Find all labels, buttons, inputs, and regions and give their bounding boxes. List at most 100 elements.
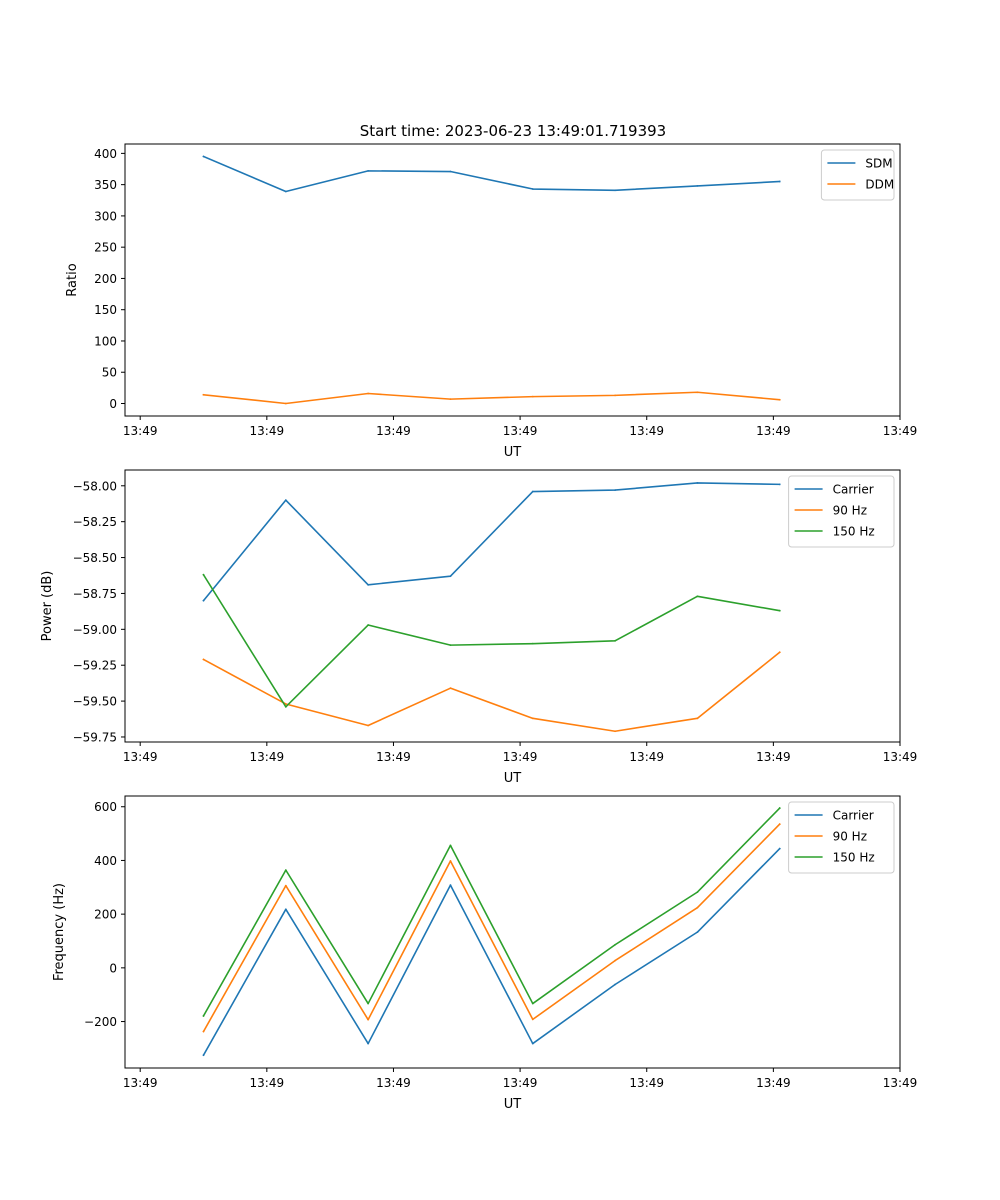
power-series-90-hz-point <box>202 658 205 661</box>
frequency-series-150-hz-point <box>202 1015 205 1017</box>
power-series-150-hz-point <box>614 639 616 642</box>
ratio-series-sdm-point <box>449 170 452 173</box>
frequency-series-carrier-point <box>202 1054 205 1057</box>
frequency-series-150-hz-point <box>778 807 781 809</box>
frequency-series-90-hz-point <box>202 1030 205 1033</box>
ratio-x-tick-label: 13:49 <box>376 424 411 438</box>
frequency-series-150-hz-point <box>284 869 287 872</box>
frequency-series-150-hz-point <box>614 943 616 946</box>
power-series-90-hz-point <box>696 717 699 720</box>
ratio-series-ddm-point <box>449 398 452 401</box>
ratio-series-ddm-point <box>202 393 205 396</box>
ratio-x-axis-label: UT <box>504 445 522 460</box>
ratio-y-tick-label: 200 <box>94 272 117 286</box>
ratio-x-tick-label: 13:49 <box>629 424 664 438</box>
power-series-carrier-line <box>202 482 781 602</box>
ratio-series-sdm-point <box>202 155 205 158</box>
power-series-carrier-point <box>449 575 452 578</box>
power-y-tick-label: −58.00 <box>73 479 117 493</box>
frequency-y-tick-label: 600 <box>94 800 117 814</box>
frequency-series-150-hz-line <box>202 806 781 1017</box>
power-series-90-hz-point <box>778 651 781 654</box>
ratio-y-tick-label: 300 <box>94 209 117 223</box>
frequency-x-tick-label: 13:49 <box>756 1076 791 1090</box>
frequency-x-tick-label: 13:49 <box>503 1076 538 1090</box>
frequency-y-tick-label: 0 <box>109 961 117 975</box>
power-legend-label-150-hz: 150 Hz <box>833 525 875 539</box>
power-x-tick-label: 13:49 <box>883 750 918 764</box>
power-x-tick-label: 13:49 <box>756 750 791 764</box>
frequency-series-150-hz-point <box>696 891 699 894</box>
ratio-legend-label-ddm: DDM <box>865 178 894 192</box>
frequency-legend-label-90-hz: 90 Hz <box>833 830 867 844</box>
ratio-y-tick-label: 0 <box>109 397 117 411</box>
power-y-tick-label: −58.75 <box>73 587 117 601</box>
ratio-series-ddm-point <box>284 402 287 405</box>
frequency-series-90-hz-point <box>449 860 452 862</box>
frequency-series-carrier-point <box>449 884 452 887</box>
power-series-150-hz-point <box>367 624 370 626</box>
power-x-axis-label: UT <box>504 771 522 786</box>
frequency-series-90-hz-point <box>696 906 699 909</box>
frequency-series-90-hz-point <box>367 1018 370 1021</box>
frequency-x-axis-label: UT <box>504 1097 522 1112</box>
frequency-series-90-hz-point <box>531 1018 534 1021</box>
frequency-panel: 13:4913:4913:4913:4913:4913:4913:4913:50… <box>52 795 918 1112</box>
frequency-x-tick-label: 13:49 <box>123 1076 158 1090</box>
ratio-series-ddm-point <box>367 392 370 395</box>
frequency-series-carrier-point <box>531 1042 534 1045</box>
frequency-y-tick-label: 200 <box>94 908 117 922</box>
power-y-tick-label: −59.25 <box>73 659 117 673</box>
power-axes-frame <box>124 469 901 743</box>
ratio-y-tick-label: 350 <box>94 178 117 192</box>
power-series-carrier-point <box>531 490 534 493</box>
power-series-150-hz-point <box>778 609 781 612</box>
frequency-y-tick-label: 400 <box>94 854 117 868</box>
ratio-y-tick-label: 250 <box>94 241 117 255</box>
frequency-series-90-hz-point <box>614 959 616 962</box>
ratio-x-tick-label: 13:49 <box>756 424 791 438</box>
frequency-y-axis-label: Frequency (Hz) <box>52 883 67 981</box>
ratio-series-ddm-point <box>531 395 534 398</box>
power-series-90-hz-point <box>614 730 616 733</box>
power-series-150-hz-point <box>531 642 534 645</box>
power-series-150-hz-point <box>284 705 287 708</box>
power-x-tick-label: 13:49 <box>250 750 285 764</box>
frequency-series-150-hz-point <box>531 1002 534 1005</box>
power-legend: Carrier 90 Hz 150 Hz <box>788 475 895 548</box>
ratio-y-tick-label: 150 <box>94 303 117 317</box>
ratio-series-sdm-point <box>284 190 287 193</box>
power-series-90-hz-point <box>531 717 534 720</box>
power-y-tick-label: −59.00 <box>73 623 117 637</box>
frequency-x-tick-label: 13:49 <box>376 1076 411 1090</box>
ratio-x-tick-label: 13:49 <box>883 424 918 438</box>
ratio-series-ddm-point <box>778 398 781 401</box>
frequency-series-carrier-point <box>367 1042 370 1045</box>
ratio-series-sdm-point <box>778 180 781 183</box>
ratio-axes-frame <box>124 143 901 417</box>
ratio-y-tick-label: 100 <box>94 334 117 348</box>
power-series-carrier-point <box>614 489 616 491</box>
frequency-series-90-hz-point <box>284 884 287 887</box>
power-y-tick-label: −58.25 <box>73 515 117 529</box>
frequency-x-tick-label: 13:49 <box>250 1076 285 1090</box>
power-panel: 13:4913:4913:4913:4913:4913:4913:4913:50… <box>40 469 918 786</box>
ratio-x-tick-label: 13:49 <box>503 424 538 438</box>
power-series-150-hz-point <box>449 644 452 647</box>
frequency-series-carrier-point <box>696 931 699 934</box>
frequency-series-carrier-point <box>284 908 287 911</box>
ratio-legend-label-sdm: SDM <box>865 157 892 171</box>
power-series-150-hz-point <box>202 573 205 576</box>
ratio-series-sdm-point <box>531 188 534 190</box>
power-y-tick-label: −59.75 <box>73 730 117 744</box>
power-series-150-hz-line <box>202 573 781 708</box>
power-legend-box <box>788 475 895 548</box>
frequency-series-90-hz-line <box>202 823 781 1033</box>
power-series-carrier-point <box>696 482 699 484</box>
power-series-90-hz-point <box>367 724 370 727</box>
frequency-x-tick-label: 13:49 <box>883 1076 918 1090</box>
ratio-series-sdm-point <box>367 169 370 172</box>
frequency-y-tick-label: −200 <box>84 1015 117 1029</box>
power-x-tick-label: 13:49 <box>503 750 538 764</box>
